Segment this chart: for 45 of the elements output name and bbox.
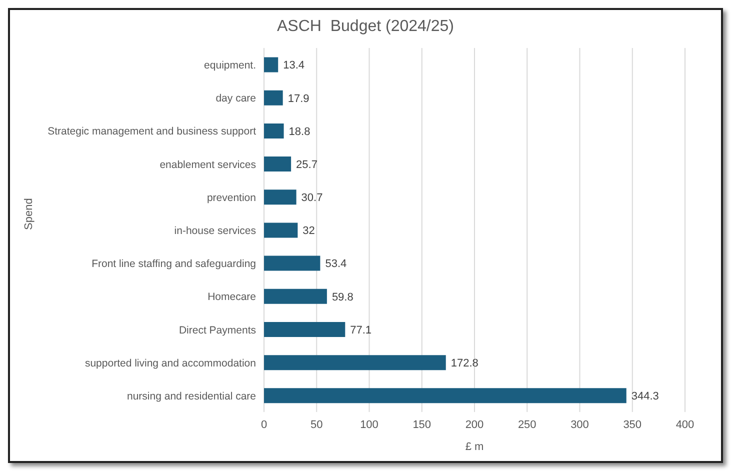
bar [264,190,296,205]
data-label: 18.8 [288,126,310,138]
bar [264,90,283,106]
bar [264,388,626,404]
data-label: 59.8 [332,291,354,304]
y-tick-label: Direct Payments [178,324,256,336]
data-label: 53.4 [325,258,347,270]
y-tick-label: nursing and residential care [127,390,256,402]
y-tick-label: equipment. [204,60,256,72]
y-tick-label: supported living and accommodation [84,357,256,370]
x-tick-label: 50 [310,418,323,431]
data-label: 344.3 [631,390,659,403]
x-tick-label: 300 [570,418,589,431]
x-tick-label: 250 [518,418,536,431]
x-tick-label: 400 [676,418,694,431]
bar [264,256,320,271]
bar [264,355,446,370]
data-label: 32 [302,225,315,238]
y-axis-title: Spend [22,198,35,230]
x-axis-title: £ m [465,441,484,453]
x-tick-label: 150 [412,418,432,431]
bar [264,288,327,304]
x-tick-label: 0 [260,418,268,431]
bar [264,222,298,238]
chart-title: ASCH Budget (2024/25) [276,18,455,37]
y-tick-label: day care [216,92,256,105]
y-tick-label: Strategic management and business support [48,126,256,138]
bar [264,123,284,138]
data-label: 30.7 [301,192,323,204]
bar [264,322,346,337]
bar [264,156,292,172]
x-tick-label: 100 [360,418,378,431]
data-label: 77.1 [350,324,372,336]
y-tick-label: enablement services [160,158,256,171]
data-label: 17.9 [288,92,310,105]
bar [264,57,278,72]
x-tick-label: 200 [465,418,484,431]
y-tick-label: in-house services [174,225,256,237]
y-tick-label: prevention [206,192,256,204]
y-tick-label: Front line staffing and safeguarding [92,258,256,270]
data-label: 13.4 [283,60,305,72]
x-tick-label: 350 [623,418,642,431]
y-tick-label: Homecare [208,291,256,304]
data-label: 172.8 [450,357,478,370]
data-label: 25.7 [296,158,318,171]
